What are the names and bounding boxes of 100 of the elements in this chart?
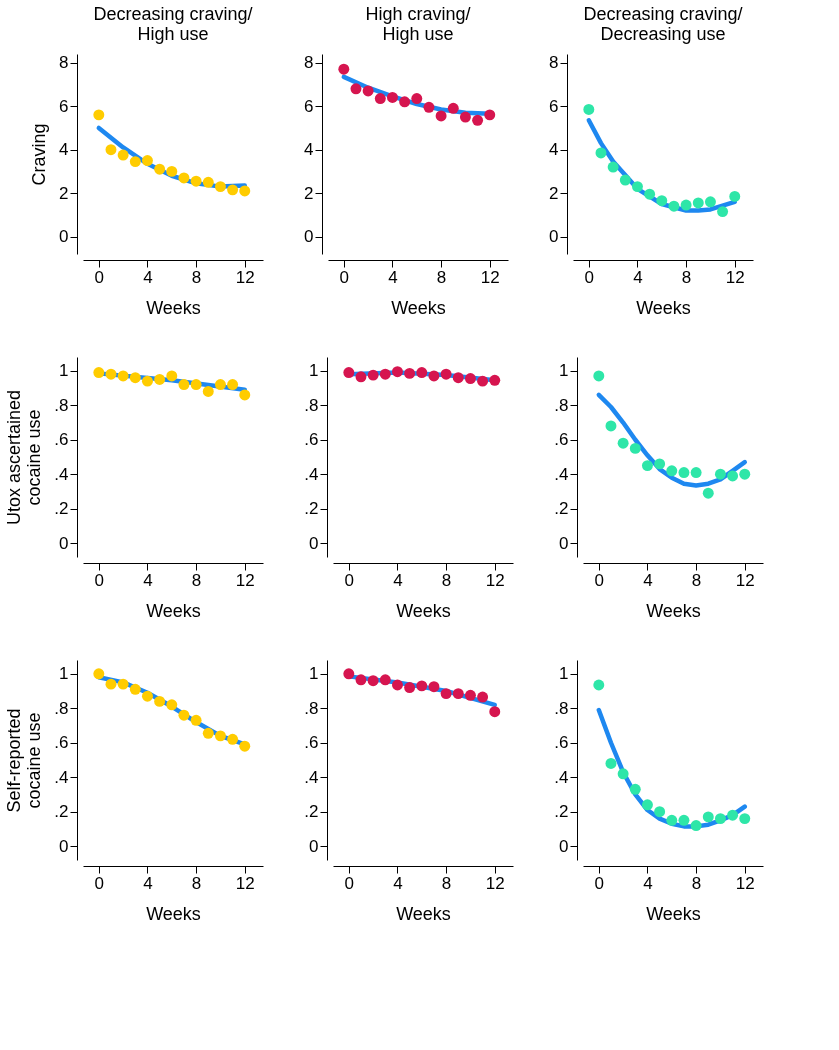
y-tick-label: 0 — [59, 533, 69, 553]
point — [666, 465, 678, 477]
point — [729, 190, 741, 202]
point — [178, 709, 190, 721]
y-tick-label: .8 — [54, 395, 69, 415]
x-tick-label: 12 — [485, 570, 505, 590]
point — [379, 674, 391, 686]
x-tick-label: 0 — [94, 873, 105, 893]
x-axis-title: Weeks — [146, 600, 201, 621]
y-tick-label: .6 — [304, 430, 319, 450]
y-tick-label: 4 — [59, 140, 69, 160]
y-tick-label: .2 — [554, 499, 569, 519]
point — [391, 679, 403, 691]
x-tick-label: 0 — [344, 570, 355, 590]
x-tick-label: 4 — [393, 570, 403, 590]
y-tick-label: 6 — [549, 96, 559, 116]
x-tick-label: 4 — [643, 570, 653, 590]
point — [680, 199, 692, 211]
x-tick-label: 8 — [441, 873, 452, 893]
point — [477, 691, 489, 703]
point — [447, 102, 459, 114]
point — [190, 175, 202, 187]
y-tick-label: .2 — [304, 802, 319, 822]
x-axis-title: Weeks — [396, 903, 451, 924]
x-tick-label: 8 — [441, 570, 452, 590]
x-tick-label: 0 — [339, 267, 350, 287]
point — [472, 114, 484, 126]
point — [141, 690, 153, 702]
y-tick-label: 0 — [59, 227, 69, 247]
point — [702, 811, 714, 823]
y-tick-label: 0 — [304, 227, 314, 247]
y-tick-label: .4 — [54, 464, 69, 484]
y-tick-label: .8 — [554, 698, 569, 718]
line-series — [596, 392, 748, 488]
point — [374, 93, 386, 105]
x-tick-label: 12 — [235, 873, 255, 893]
point — [464, 689, 476, 701]
y-tick-label: 0 — [559, 533, 569, 553]
point — [355, 674, 367, 686]
point — [93, 668, 105, 680]
x-tick-label: 8 — [436, 267, 447, 287]
x-tick-label: 0 — [584, 267, 595, 287]
point — [190, 379, 202, 391]
point — [93, 109, 105, 121]
x-tick-label: 4 — [633, 267, 643, 287]
point — [141, 375, 153, 387]
point — [166, 699, 178, 711]
x-tick-label: 0 — [344, 873, 355, 893]
point — [435, 110, 447, 122]
point — [459, 111, 471, 123]
x-tick-label: 8 — [691, 873, 702, 893]
y-tick-label: 0 — [309, 533, 319, 553]
point — [362, 85, 374, 97]
point — [166, 370, 178, 382]
point — [129, 156, 141, 168]
x-tick-label: 12 — [735, 873, 755, 893]
point — [714, 813, 726, 825]
point — [343, 367, 355, 378]
y-tick-label: 8 — [549, 53, 559, 73]
point — [227, 184, 239, 196]
x-tick-label: 8 — [191, 873, 202, 893]
point — [105, 144, 117, 156]
point — [617, 768, 629, 780]
point — [117, 370, 129, 382]
y-tick-label: .2 — [54, 802, 69, 822]
point — [714, 468, 726, 480]
y-tick-label: 2 — [549, 183, 559, 203]
point — [239, 740, 251, 752]
y-tick-label: .8 — [554, 395, 569, 415]
point — [593, 679, 605, 691]
point — [202, 386, 214, 397]
point — [656, 195, 668, 207]
point — [350, 83, 362, 95]
point — [452, 688, 464, 700]
point — [214, 181, 226, 193]
y-tick-label: 8 — [304, 53, 314, 73]
y-tick-label: .4 — [554, 464, 569, 484]
point — [416, 367, 428, 378]
y-tick-label: 0 — [559, 836, 569, 856]
point — [428, 681, 440, 693]
point — [404, 367, 416, 379]
x-axis-title: Weeks — [646, 903, 701, 924]
chart-title: High craving/High use — [365, 3, 471, 44]
y-tick-label: .2 — [54, 499, 69, 519]
point — [391, 366, 403, 378]
point — [440, 688, 452, 700]
point — [593, 370, 605, 382]
point — [489, 706, 501, 718]
point — [583, 103, 595, 115]
point — [489, 374, 501, 386]
y-axis-title: Utox ascertained cocaine use — [4, 389, 45, 526]
point — [423, 101, 435, 113]
x-axis-title: Weeks — [396, 600, 451, 621]
point — [484, 109, 496, 121]
point — [690, 467, 702, 478]
point — [641, 799, 653, 811]
chart-title: Decreasing craving/High use — [93, 3, 253, 44]
line-series — [596, 707, 748, 829]
y-tick-label: 0 — [59, 836, 69, 856]
y-tick-label: 2 — [59, 183, 69, 203]
